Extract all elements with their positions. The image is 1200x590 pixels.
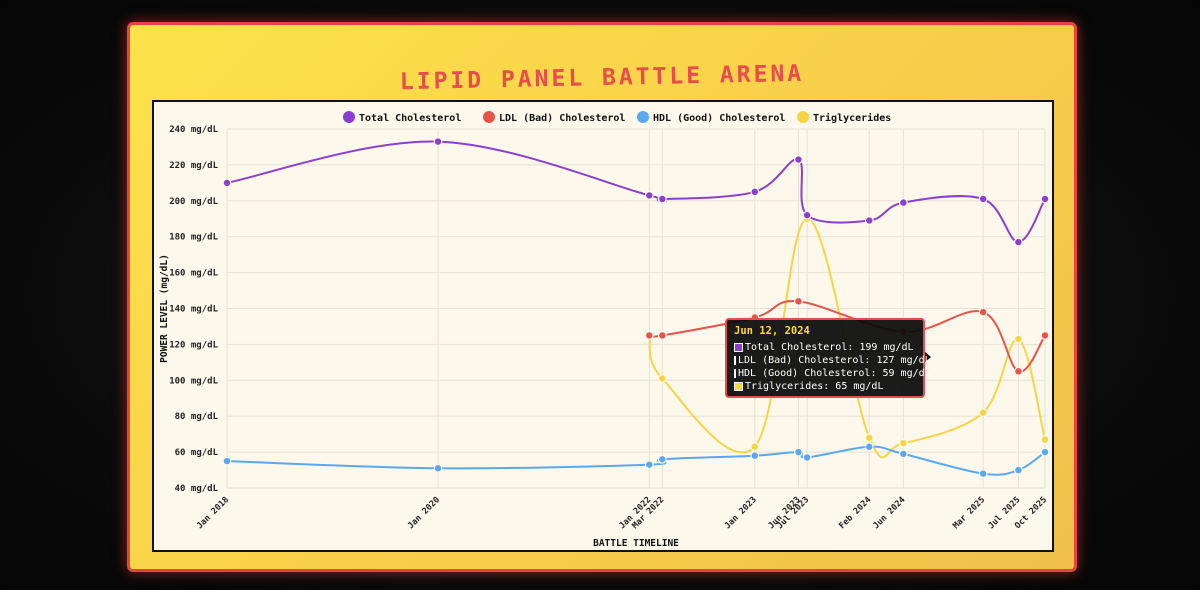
legend-marker bbox=[483, 111, 495, 123]
data-point bbox=[750, 451, 760, 461]
y-tick-label: 40 mg/dL bbox=[175, 484, 219, 494]
tooltip-row-text: Triglycerides: 65 mg/dL bbox=[745, 381, 884, 392]
tooltip-row: HDL (Good) Cholesterol: 59 mg/dL bbox=[734, 367, 931, 380]
x-tick-label: Jan 2023 bbox=[723, 495, 759, 531]
data-point bbox=[898, 449, 908, 459]
data-point bbox=[750, 187, 760, 197]
data-point bbox=[222, 456, 232, 466]
data-point bbox=[898, 198, 908, 207]
legend-label: Triglycerides bbox=[813, 112, 891, 124]
y-tick-label: 220 mg/dL bbox=[169, 161, 218, 171]
x-tick-label: Jun 2024 bbox=[871, 495, 907, 531]
legend-marker bbox=[343, 111, 355, 123]
legend-label: LDL (Bad) Cholesterol bbox=[499, 113, 625, 124]
data-point bbox=[794, 296, 803, 306]
data-point bbox=[433, 463, 443, 473]
y-tick-label: 60 mg/dL bbox=[175, 448, 219, 458]
data-point bbox=[864, 216, 874, 225]
tooltip-row-text: Total Cholesterol: 199 mg/dL bbox=[745, 342, 914, 353]
y-tick-label: 200 mg/dL bbox=[169, 197, 218, 207]
legend-marker bbox=[637, 111, 649, 123]
tooltip-swatch-1 bbox=[734, 356, 736, 365]
y-axis-title: POWER LEVEL (mg/dL) bbox=[159, 254, 170, 363]
y-tick-label: 80 mg/dL bbox=[175, 412, 219, 422]
tooltip-row-text: LDL (Bad) Cholesterol: 127 mg/dL bbox=[738, 355, 931, 366]
data-point bbox=[978, 194, 988, 204]
legend-marker bbox=[797, 111, 809, 123]
tooltip-arrow bbox=[925, 352, 931, 362]
data-point bbox=[978, 408, 988, 418]
data-point bbox=[222, 178, 232, 188]
data-point bbox=[657, 374, 667, 383]
data-point bbox=[750, 442, 760, 452]
data-point bbox=[864, 442, 874, 452]
x-tick-label: Feb 2024 bbox=[837, 495, 873, 531]
data-point bbox=[1014, 334, 1023, 344]
tooltip-swatch-0 bbox=[734, 343, 743, 352]
y-tick-label: 240 mg/dL bbox=[169, 125, 218, 135]
x-tick-label: Jan 2020 bbox=[406, 495, 442, 531]
tooltip-row-text: HDL (Good) Cholesterol: 59 mg/dL bbox=[738, 368, 931, 379]
data-point bbox=[864, 433, 874, 443]
data-point bbox=[794, 447, 803, 457]
x-axis-title: BATTLE TIMELINE bbox=[593, 538, 679, 549]
data-point bbox=[644, 460, 654, 470]
chart-panel: 40 mg/dL 60 mg/dL 80 mg/dL 100 mg/dL 120 mg/… bbox=[152, 100, 1054, 552]
y-tick-label: 120 mg/dL bbox=[169, 340, 218, 350]
x-tick-label: Jan 2018 bbox=[195, 495, 231, 531]
data-point bbox=[657, 194, 667, 204]
page-title: LIPID PANEL BATTLE ARENA bbox=[399, 60, 805, 96]
data-point bbox=[1014, 237, 1023, 247]
data-point bbox=[1040, 435, 1050, 444]
tooltip-row: LDL (Bad) Cholesterol: 127 mg/dL bbox=[734, 354, 931, 367]
chart-tooltip: Jun 12, 2024 Total Cholesterol: 199 mg/d… bbox=[725, 318, 931, 398]
data-point bbox=[898, 438, 908, 448]
lipid-line-chart[interactable]: 40 mg/dL 60 mg/dL 80 mg/dL 100 mg/dL 120 mg/… bbox=[154, 102, 1052, 550]
data-point bbox=[978, 307, 988, 317]
data-point bbox=[1040, 331, 1050, 340]
data-point bbox=[657, 454, 667, 464]
data-point bbox=[794, 155, 803, 164]
tooltip-row: Triglycerides: 65 mg/dL bbox=[734, 380, 916, 393]
data-point bbox=[1014, 366, 1023, 376]
x-tick-label: Mar 2025 bbox=[951, 495, 987, 531]
chart-card: LIPID PANEL BATTLE ARENA 40 mg/dL 60 mg/d… bbox=[127, 22, 1077, 572]
legend-label: HDL (Good) Cholesterol bbox=[653, 113, 785, 124]
tooltip-row: Total Cholesterol: 199 mg/dL bbox=[734, 341, 916, 354]
tooltip-title: Jun 12, 2024 bbox=[734, 325, 810, 337]
data-point bbox=[1040, 194, 1050, 204]
data-point bbox=[978, 469, 988, 479]
y-tick-label: 100 mg/dL bbox=[169, 376, 218, 386]
tooltip-swatch-3 bbox=[734, 382, 743, 391]
data-point bbox=[802, 210, 812, 220]
tooltip-swatch-2 bbox=[734, 369, 736, 378]
data-point bbox=[1040, 447, 1050, 457]
legend-label: Total Cholesterol bbox=[359, 113, 461, 124]
data-point bbox=[433, 137, 443, 146]
series-line-2 bbox=[226, 445, 1046, 476]
data-point bbox=[1014, 465, 1023, 475]
data-point bbox=[802, 453, 812, 462]
y-tick-label: 140 mg/dL bbox=[169, 305, 218, 315]
data-point bbox=[657, 331, 667, 340]
series-line-0 bbox=[226, 140, 1046, 244]
data-point bbox=[644, 191, 654, 200]
y-tick-label: 180 mg/dL bbox=[169, 233, 218, 243]
data-point bbox=[644, 331, 654, 340]
y-tick-label: 160 mg/dL bbox=[169, 269, 218, 279]
